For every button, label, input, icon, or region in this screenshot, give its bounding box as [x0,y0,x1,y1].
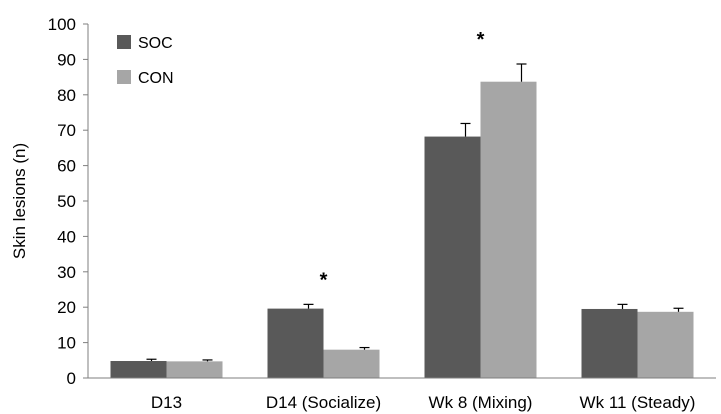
y-tick-label: 70 [57,121,76,140]
y-tick-label: 40 [57,227,76,246]
bar-soc-2 [267,308,324,378]
legend-swatch-con [117,70,131,84]
y-tick-label: 30 [57,263,76,282]
x-tick-label: D13 [151,393,182,412]
y-tick-label: 10 [57,334,76,353]
y-tick-label: 100 [48,15,76,34]
bar-con-1 [166,361,223,378]
legend-swatch-soc [117,35,131,49]
y-tick-label: 20 [57,298,76,317]
significance-asterisk: * [477,29,485,51]
legend-label-soc: SOC [138,35,173,52]
bar-con-2 [323,349,380,378]
x-tick-label: Wk 8 (Mixing) [429,393,533,412]
y-axis-ticks: 0 10 20 30 40 50 60 70 80 90 100 [48,15,88,388]
error-bars [146,63,684,362]
y-tick-label: 80 [57,86,76,105]
y-tick-label: 60 [57,157,76,176]
bar-con-4 [637,311,694,378]
bar-con-3 [480,81,537,379]
significance-markers: ** [320,29,485,291]
significance-asterisk: * [320,269,328,291]
y-axis-title: Skin lesions (n) [10,143,29,259]
y-tick-label: 0 [67,369,76,388]
bar-soc-4 [581,308,638,378]
bars [110,81,694,379]
y-tick-label: 90 [57,50,76,69]
legend: SOC CON [117,35,174,87]
bar-soc-3 [424,136,481,378]
x-axis-category-labels: D13 D14 (Socialize) Wk 8 (Mixing) Wk 11 (St… [151,393,696,412]
legend-label-con: CON [138,70,174,87]
bar-soc-1 [110,361,167,378]
x-tick-label: D14 (Socialize) [266,393,381,412]
x-tick-label: Wk 11 (Steady) [580,393,696,412]
y-tick-label: 50 [57,192,76,211]
